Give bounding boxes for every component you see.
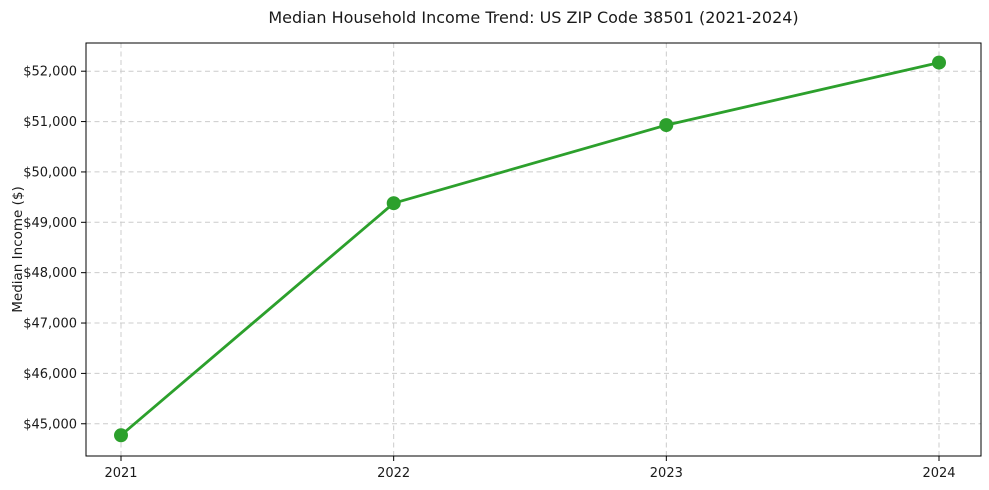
x-tick-label: 2023 bbox=[650, 466, 683, 481]
data-point bbox=[932, 55, 946, 70]
y-tick-label: $50,000 bbox=[23, 165, 77, 180]
data-point bbox=[114, 428, 128, 443]
x-tick-labels: 2021 2022 2023 2024 bbox=[104, 466, 955, 481]
trend-line bbox=[119, 61, 941, 437]
y-tick-label: $46,000 bbox=[23, 367, 77, 382]
data-point bbox=[386, 196, 401, 211]
axis-ticks bbox=[81, 70, 940, 461]
y-tick-label: $48,000 bbox=[23, 266, 77, 281]
y-axis-label: Median Income ($) bbox=[10, 186, 26, 312]
data-point bbox=[659, 118, 674, 133]
y-tick-label: $51,000 bbox=[23, 115, 77, 130]
data-series bbox=[114, 55, 946, 443]
y-tick-label: $52,000 bbox=[23, 65, 77, 80]
y-tick-label: $47,000 bbox=[23, 317, 77, 332]
x-tick-label: 2024 bbox=[922, 466, 955, 481]
chart-title: Median Household Income Trend: US ZIP Co… bbox=[268, 8, 798, 27]
plot-frame bbox=[85, 42, 982, 457]
y-tick-label: $45,000 bbox=[23, 417, 77, 432]
x-tick-label: 2021 bbox=[104, 466, 137, 481]
y-tick-label: $49,000 bbox=[23, 216, 77, 231]
gridlines bbox=[86, 43, 981, 456]
y-tick-labels: $45,000 $46,000 $47,000 $48,000 $49,000 $50,0… bbox=[23, 65, 77, 433]
x-tick-label: 2022 bbox=[377, 466, 410, 481]
